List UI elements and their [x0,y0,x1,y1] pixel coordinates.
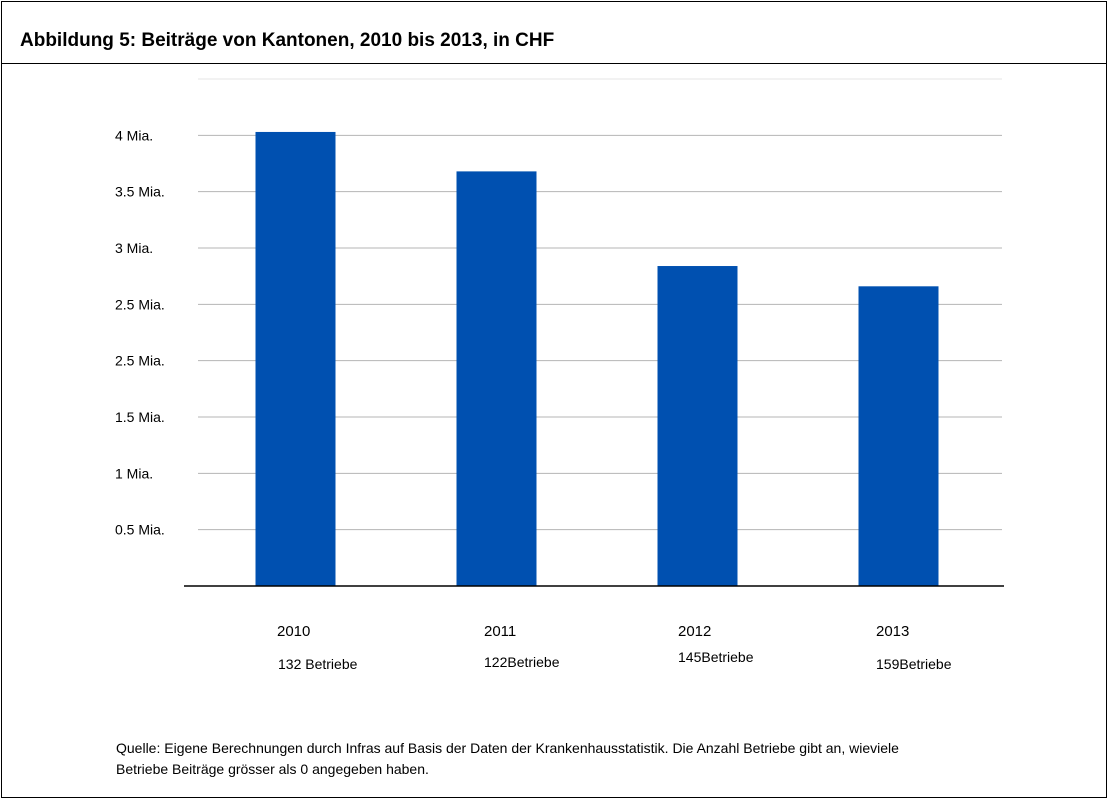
bar [858,286,939,586]
source-note: Quelle: Eigene Berechnungen durch Infras… [116,738,1016,780]
y-tick-label: 3 Mia. [115,240,153,256]
bar [255,131,336,586]
title-bar: Abbildung 5: Beiträge von Kantonen, 2010… [2,2,1106,64]
x-category-note: 159Betriebe [876,656,952,672]
source-note-line-1: Quelle: Eigene Berechnungen durch Infras… [116,740,899,756]
x-tick-label: 2013 [876,623,909,640]
x-category-note: 122Betriebe [484,654,560,670]
y-tick-label: 2.5 Mia. [115,353,165,369]
x-tick-label: 2010 [277,623,310,640]
bar [657,266,738,586]
bar-chart: 0.5 Mia. 1 Mia. 1.5 Mia. 2.5 Mia. 2.5 Mia. 3 … [115,78,1004,672]
y-tick-label: 2.5 Mia. [115,296,165,312]
chart-title: Abbildung 5: Beiträge von Kantonen, 2010… [20,30,555,51]
y-tick-label: 1.5 Mia. [115,409,165,425]
x-category-note: 132 Betriebe [278,656,358,672]
source-note-line-2: Betriebe Beiträge grösser als 0 angegebe… [116,761,429,777]
bar [456,171,537,586]
x-category-note: 145Betriebe [678,649,754,665]
y-tick-label: 0.5 Mia. [115,522,165,538]
x-tick-label: 2012 [678,623,711,640]
y-tick-label: 3.5 Mia. [115,184,165,200]
y-tick-label: 4 Mia. [115,127,153,143]
x-tick-label: 2011 [484,623,516,640]
y-tick-label: 1 Mia. [115,465,153,481]
